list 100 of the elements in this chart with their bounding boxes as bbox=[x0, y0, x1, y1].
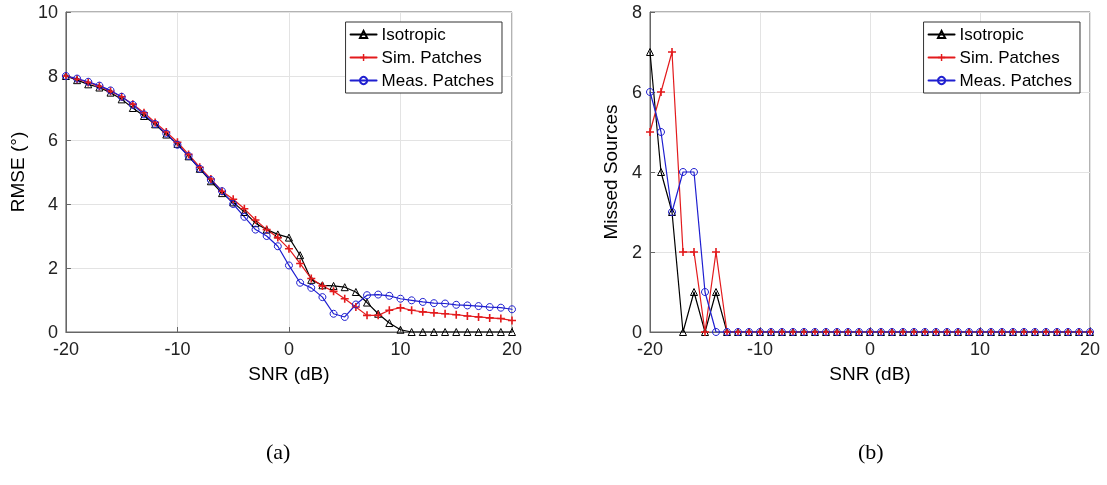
point bbox=[385, 319, 394, 328]
y-tick-label: 0 bbox=[47, 322, 58, 342]
point bbox=[452, 300, 461, 309]
legend-label: Sim. Patches bbox=[381, 48, 482, 67]
point bbox=[307, 283, 316, 292]
y-tick-label: 8 bbox=[631, 2, 642, 22]
point bbox=[429, 328, 438, 336]
point bbox=[329, 309, 338, 318]
point bbox=[429, 299, 438, 308]
point bbox=[318, 293, 327, 302]
point bbox=[374, 290, 383, 299]
point bbox=[712, 248, 720, 256]
point bbox=[679, 328, 687, 336]
legend-label: Meas. Patches bbox=[381, 71, 495, 90]
point bbox=[508, 305, 516, 314]
point bbox=[474, 312, 483, 321]
point bbox=[657, 88, 665, 96]
legend-label: Sim. Patches bbox=[959, 48, 1060, 67]
point bbox=[251, 225, 260, 234]
point bbox=[351, 288, 360, 296]
point bbox=[690, 288, 698, 296]
point bbox=[407, 328, 416, 336]
point bbox=[396, 325, 405, 334]
point bbox=[251, 219, 260, 228]
point bbox=[296, 251, 305, 260]
point bbox=[429, 308, 438, 317]
point bbox=[712, 288, 720, 296]
y-tick-label: 8 bbox=[47, 66, 58, 86]
x-tick-label: 0 bbox=[864, 339, 876, 359]
text: (b) bbox=[858, 438, 884, 464]
point bbox=[701, 288, 709, 296]
point bbox=[128, 104, 137, 112]
point bbox=[418, 328, 427, 336]
point bbox=[463, 301, 472, 310]
point bbox=[296, 259, 305, 268]
y-tick-label: 10 bbox=[37, 2, 58, 22]
point bbox=[690, 168, 698, 176]
x-tick-label: -20 bbox=[636, 339, 664, 359]
x-tick-label: 10 bbox=[969, 339, 991, 359]
point bbox=[340, 294, 349, 303]
point bbox=[240, 212, 249, 221]
point bbox=[363, 298, 372, 307]
point bbox=[418, 297, 427, 306]
point bbox=[679, 248, 687, 256]
point bbox=[508, 316, 516, 325]
point bbox=[441, 309, 450, 318]
x-tick-label: 0 bbox=[283, 339, 294, 359]
point bbox=[485, 313, 494, 322]
x-tick-label: -10 bbox=[164, 339, 191, 359]
y-tick-label: 2 bbox=[631, 242, 642, 262]
point bbox=[273, 242, 282, 251]
point bbox=[340, 283, 349, 292]
x-axis-title: SNR (dB) bbox=[829, 363, 911, 384]
point bbox=[240, 204, 249, 213]
point bbox=[496, 303, 505, 312]
y-tick-label: 4 bbox=[631, 162, 642, 182]
legend-label: Meas. Patches bbox=[959, 71, 1073, 90]
point bbox=[329, 281, 338, 290]
point bbox=[452, 310, 461, 319]
point bbox=[441, 299, 450, 308]
y-axis-title: Missed Sources bbox=[600, 104, 621, 240]
point bbox=[441, 328, 450, 336]
point bbox=[668, 48, 676, 56]
point bbox=[284, 261, 293, 270]
y-tick-label: 0 bbox=[631, 322, 642, 342]
x-axis-title: SNR (dB) bbox=[248, 363, 330, 384]
x-tick-label: -10 bbox=[746, 339, 774, 359]
point bbox=[396, 294, 405, 303]
point bbox=[485, 328, 494, 336]
point bbox=[385, 306, 394, 315]
point bbox=[385, 291, 394, 300]
point bbox=[657, 168, 665, 176]
legend-label: Isotropic bbox=[381, 25, 447, 44]
point bbox=[646, 88, 654, 96]
point bbox=[262, 232, 271, 240]
point bbox=[463, 328, 472, 336]
point bbox=[340, 312, 349, 321]
y-axis-title: RMSE (°) bbox=[7, 131, 28, 213]
point bbox=[690, 248, 698, 256]
point bbox=[474, 302, 483, 311]
point bbox=[712, 328, 720, 336]
point bbox=[407, 296, 416, 305]
point bbox=[452, 328, 461, 336]
point bbox=[284, 233, 293, 242]
point bbox=[296, 278, 305, 287]
point bbox=[418, 307, 427, 316]
point bbox=[463, 312, 472, 320]
text: (a) bbox=[266, 438, 291, 464]
point bbox=[474, 328, 483, 336]
point bbox=[407, 306, 416, 315]
y-tick-label: 4 bbox=[47, 194, 58, 214]
y-tick-label: 6 bbox=[631, 82, 642, 102]
point bbox=[646, 128, 654, 136]
x-tick-label: 20 bbox=[501, 339, 523, 359]
y-tick-label: 2 bbox=[47, 258, 58, 278]
point bbox=[496, 328, 505, 336]
y-tick-label: 6 bbox=[47, 130, 58, 150]
point bbox=[646, 48, 654, 56]
point bbox=[284, 244, 293, 253]
x-tick-label: -20 bbox=[52, 339, 79, 359]
